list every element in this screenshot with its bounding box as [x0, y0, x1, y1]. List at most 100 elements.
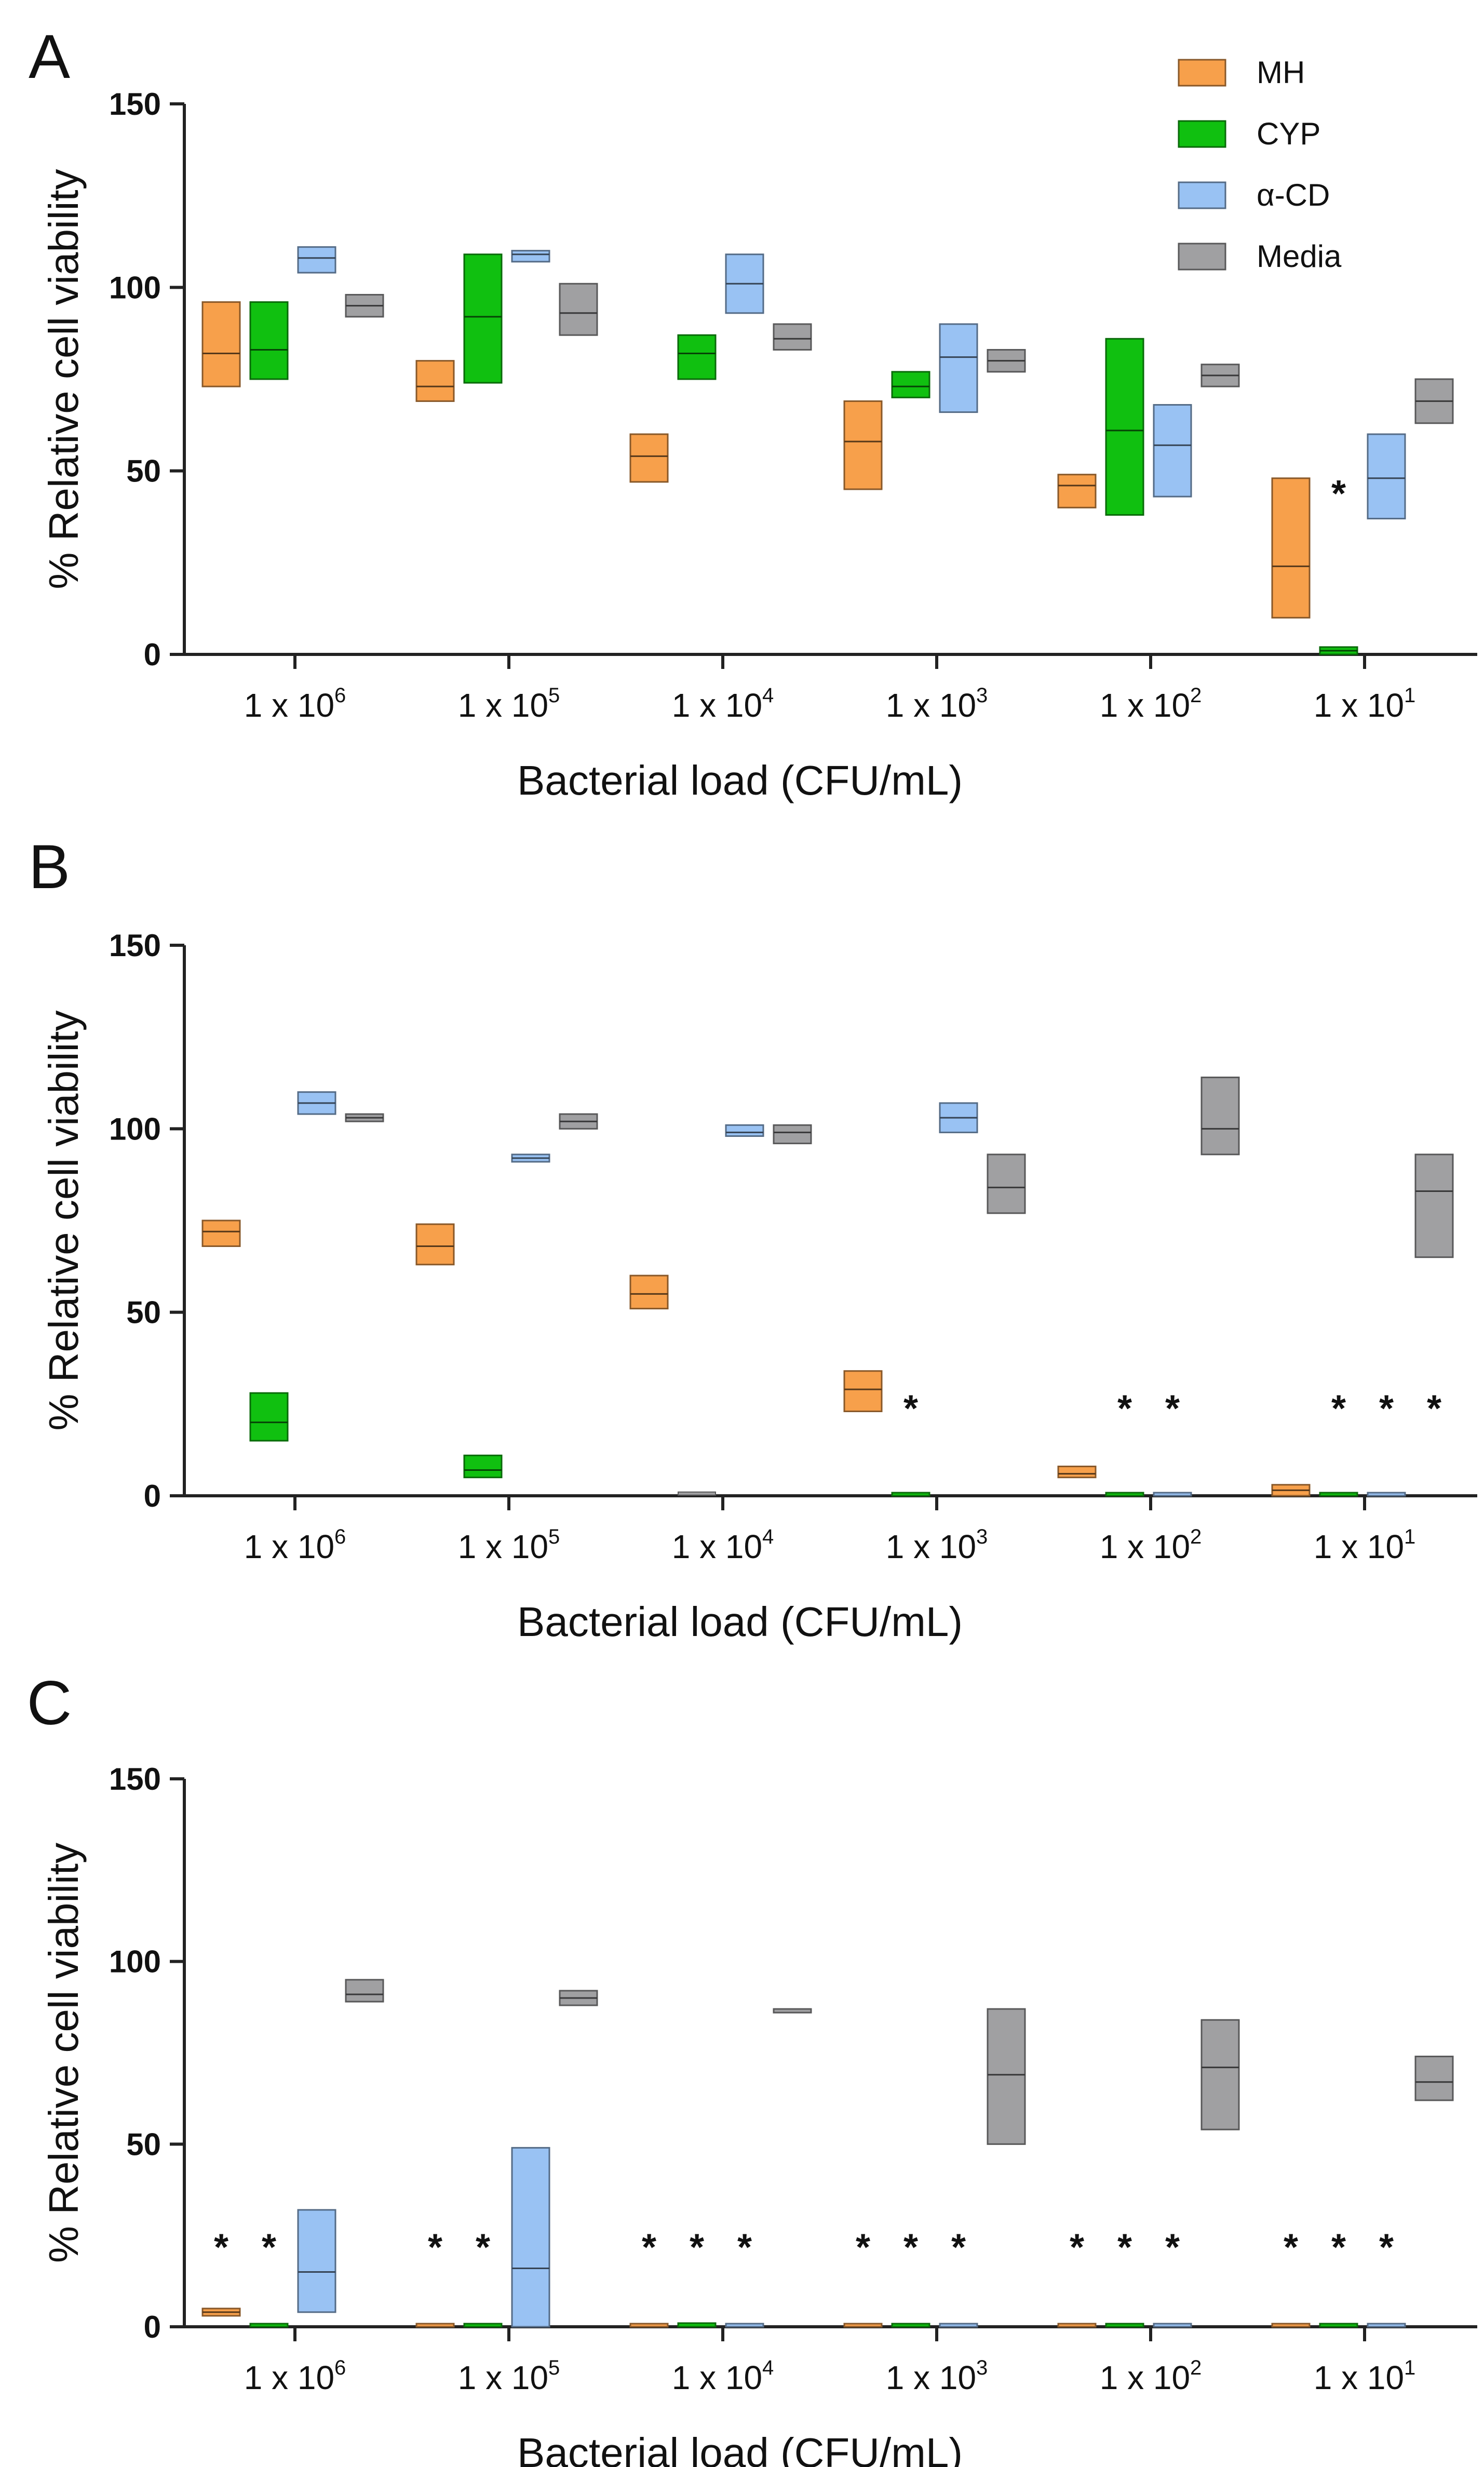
bar — [249, 301, 289, 380]
bar — [629, 433, 669, 483]
panel-a: A 0 50 100 150 % Relative cell viability 1 x 1… — [29, 22, 1477, 803]
bar — [201, 1219, 241, 1247]
bar — [1319, 1492, 1358, 1497]
panel-letter: A — [29, 22, 70, 91]
bar — [1200, 1076, 1240, 1156]
x-tick-label: 1 x 104 — [672, 684, 774, 724]
significance-star: * — [1427, 1388, 1441, 1429]
significance-star: * — [262, 2227, 276, 2268]
significance-star: * — [642, 2227, 656, 2268]
bar — [891, 2323, 930, 2328]
bar — [677, 334, 717, 380]
bar — [1414, 2056, 1454, 2101]
bar — [725, 1124, 764, 1137]
legend-swatch — [1178, 120, 1226, 148]
x-tick-label: 1 x 104 — [672, 1525, 774, 1565]
y-tick-label: 100 — [109, 270, 161, 305]
y-tick-label: 0 — [144, 2310, 161, 2344]
bar — [939, 2323, 978, 2328]
bar — [1105, 338, 1144, 516]
x-tick-label: 1 x 106 — [244, 2356, 346, 2396]
bar — [1367, 2323, 1406, 2328]
x-tick-label: 1 x 105 — [458, 1525, 560, 1565]
x-tick-label: 1 x 101 — [1314, 1525, 1416, 1565]
bar — [678, 1491, 716, 1496]
x-tick-label: 1 x 101 — [1314, 684, 1416, 724]
panel-b: B 0 50 100 150 % Relative cell viability 1 x 1… — [29, 832, 1477, 1645]
bar — [559, 283, 598, 336]
significance-star: * — [951, 2227, 966, 2268]
bar — [1153, 404, 1192, 498]
x-tick-label: 1 x 105 — [458, 684, 560, 724]
bar — [1057, 474, 1097, 508]
significance-star: * — [214, 2227, 228, 2268]
bar — [345, 1979, 384, 2003]
y-tick-label: 0 — [144, 637, 161, 672]
x-axis-label: Bacterial load (CFU/mL) — [517, 757, 963, 803]
bar — [249, 2323, 289, 2328]
x-tick-label: 1 x 102 — [1100, 684, 1202, 724]
x-tick-label: 1 x 101 — [1314, 2356, 1416, 2396]
bar — [1319, 2323, 1358, 2328]
x-tick-label: 1 x 103 — [886, 1525, 988, 1565]
x-tick-label: 1 x 106 — [244, 1525, 346, 1565]
bar — [725, 2323, 764, 2328]
bar — [1200, 2019, 1240, 2130]
legend-label: CYP — [1257, 116, 1320, 151]
bar — [1153, 1492, 1192, 1497]
bar — [629, 2323, 669, 2328]
significance-star: * — [1331, 2227, 1346, 2268]
bar — [629, 1275, 669, 1310]
x-tick-label: 1 x 106 — [244, 684, 346, 724]
significance-star: * — [1117, 1388, 1132, 1429]
y-tick-label: 50 — [126, 454, 161, 489]
significance-star: * — [1070, 2227, 1084, 2268]
x-axis-label: Bacterial load (CFU/mL) — [517, 2430, 963, 2467]
panel-letter: B — [29, 832, 70, 902]
significance-star: * — [1331, 1388, 1346, 1429]
bar — [1367, 1492, 1406, 1497]
y-axis-label: % Relative cell viability — [41, 169, 87, 589]
y-tick-label: 0 — [144, 1479, 161, 1513]
bar — [1105, 2323, 1144, 2328]
y-tick-label: 50 — [126, 2127, 161, 2162]
significance-star: * — [1284, 2227, 1298, 2268]
legend-swatch — [1178, 243, 1226, 271]
significance-star: * — [856, 2227, 870, 2268]
bar — [891, 371, 930, 398]
bar — [415, 1223, 455, 1266]
y-tick-label: 50 — [126, 1295, 161, 1330]
bar — [463, 253, 503, 384]
x-tick-label: 1 x 102 — [1100, 1525, 1202, 1565]
significance-star: * — [1165, 1388, 1180, 1429]
legend-swatch — [1178, 181, 1226, 209]
bar — [201, 301, 241, 387]
panel-c: C 0 50 100 150 % Relative cell viability 1 x 1… — [27, 1668, 1477, 2467]
bar — [843, 2323, 883, 2328]
bar — [773, 323, 812, 351]
significance-star: * — [1331, 473, 1346, 515]
bar — [249, 1392, 289, 1442]
bar — [1057, 2323, 1097, 2328]
y-tick-label: 150 — [109, 87, 161, 122]
bar — [463, 2323, 503, 2328]
legend: MH CYP α-CD Media — [1178, 55, 1342, 274]
legend-label: MH — [1257, 55, 1305, 90]
bar — [1153, 2323, 1192, 2328]
y-tick-label: 150 — [109, 928, 161, 963]
bar — [415, 2323, 455, 2328]
significance-star: * — [1117, 2227, 1132, 2268]
bar — [843, 400, 883, 490]
bar — [677, 2322, 717, 2328]
bar — [415, 360, 455, 402]
bar — [1271, 477, 1311, 619]
bar — [297, 2209, 336, 2313]
y-tick-label: 100 — [109, 1945, 161, 1979]
panel-letter: C — [27, 1668, 72, 1738]
bar — [773, 1124, 812, 1145]
bar — [463, 1454, 503, 1479]
x-tick-label: 1 x 102 — [1100, 2356, 1202, 2396]
y-tick-label: 150 — [109, 1762, 161, 1796]
legend-swatch — [1178, 59, 1226, 87]
